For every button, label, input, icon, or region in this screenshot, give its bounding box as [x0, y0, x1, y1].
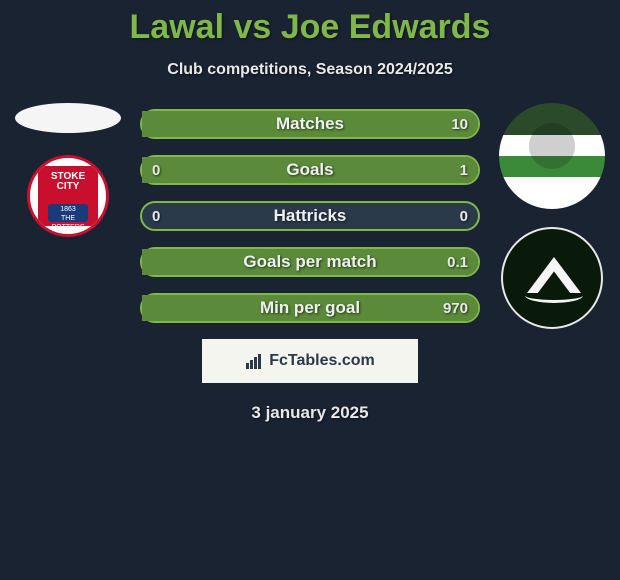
stat-bar: Matches 10 — [140, 109, 480, 139]
stat-label: Hattricks — [274, 206, 347, 226]
watermark: FcTables.com — [202, 339, 418, 383]
stat-label: Matches — [276, 114, 344, 134]
stat-label: Goals per match — [243, 252, 376, 272]
player-right-photo — [499, 103, 605, 209]
stat-label: Goals — [286, 160, 333, 180]
club-founded-year: 1863 — [60, 206, 76, 213]
stat-value-right: 10 — [451, 116, 468, 133]
stat-value-right: 1 — [460, 162, 468, 179]
chart-icon — [245, 353, 265, 369]
comparison-content: 1863 THE POTTERS Matches100Goals10Hattri… — [0, 103, 620, 423]
page-title: Lawal vs Joe Edwards — [0, 0, 620, 47]
club-badge-right — [501, 227, 603, 329]
player-left-column: 1863 THE POTTERS — [8, 103, 128, 237]
stat-bar: 0 Hattricks 0 — [140, 201, 480, 231]
club-nickname: THE POTTERS — [51, 215, 84, 231]
stat-value-left: 0 — [152, 162, 160, 179]
stat-value-right: 0.1 — [447, 254, 468, 271]
stat-value-right: 0 — [460, 208, 468, 225]
player-right-column — [492, 103, 612, 329]
club-badge-left: 1863 THE POTTERS — [27, 155, 109, 237]
subtitle: Club competitions, Season 2024/2025 — [0, 61, 620, 79]
date-label: 3 january 2025 — [0, 403, 620, 423]
stat-bar: Min per goal 970 — [140, 293, 480, 323]
watermark-text: FcTables.com — [269, 352, 375, 370]
stats-bars: Matches100Goals10Hattricks0Goals per mat… — [140, 103, 480, 323]
stat-label: Min per goal — [260, 298, 360, 318]
stat-value-right: 970 — [443, 300, 468, 317]
stat-bar: 0 Goals 1 — [140, 155, 480, 185]
player-left-photo — [15, 103, 121, 133]
stat-bar: Goals per match 0.1 — [140, 247, 480, 277]
stat-value-left: 0 — [152, 208, 160, 225]
club-badge-left-ribbon: 1863 THE POTTERS — [48, 204, 88, 222]
